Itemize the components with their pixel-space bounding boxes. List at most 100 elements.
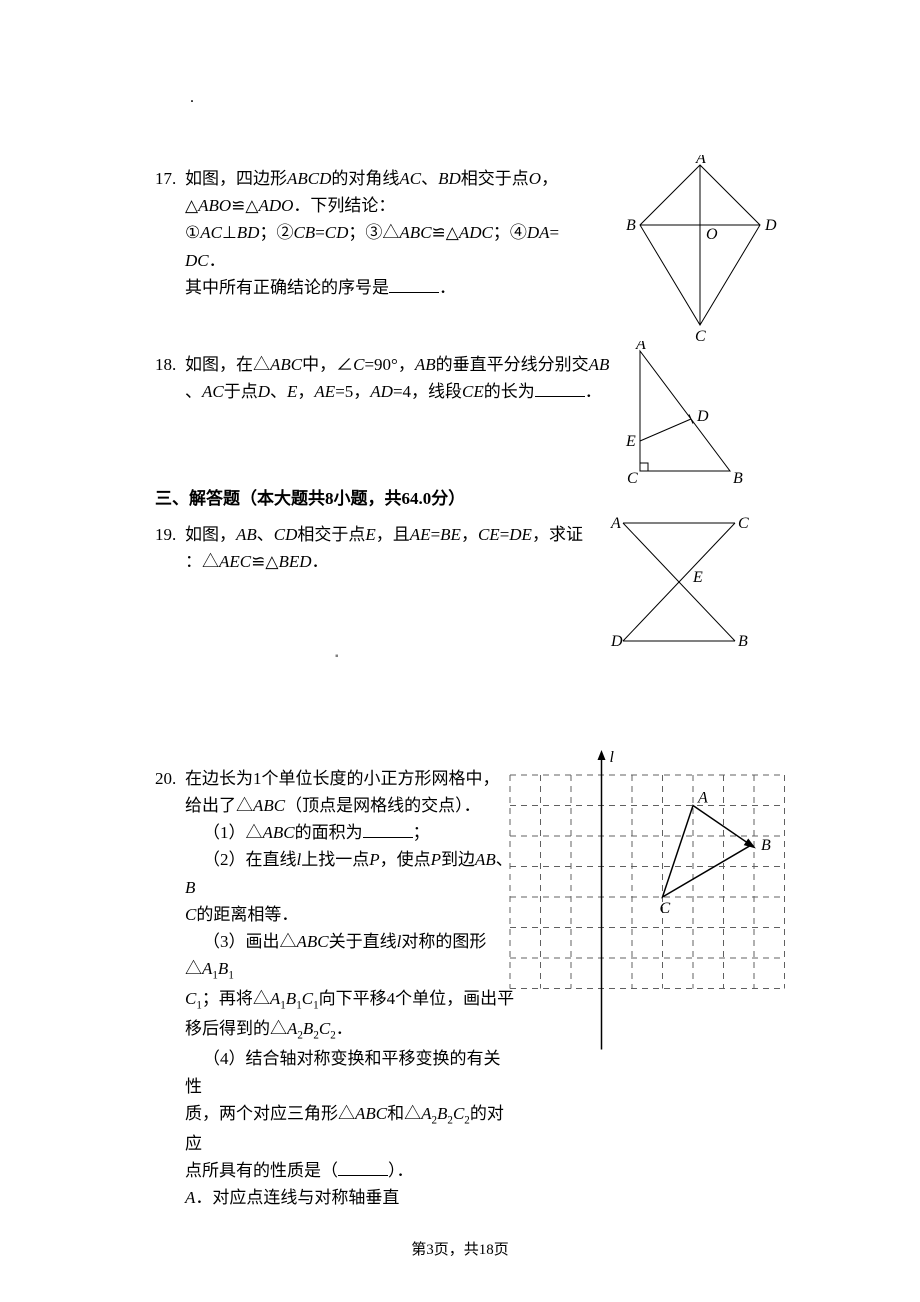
t: ，	[461, 525, 478, 544]
t: C	[319, 1019, 330, 1038]
t: B	[303, 1019, 313, 1038]
t: 关于直线	[329, 932, 397, 951]
t: P	[431, 850, 441, 869]
svg-text:E: E	[625, 433, 636, 450]
t: BD	[438, 169, 461, 188]
t: ，	[541, 169, 558, 188]
t: ABC	[270, 355, 302, 374]
svg-text:D: D	[764, 217, 777, 234]
svg-text:l: l	[610, 750, 615, 766]
t: B	[185, 878, 195, 897]
t: 的垂直平分线分别交	[436, 355, 589, 374]
problem-number: 18.	[155, 351, 185, 405]
problem-text: 如图，在△ABC中，∠C=90°，AB的垂直平分线分别交AB 、AC于点D、E，…	[185, 351, 635, 405]
marker-dot: ▪	[335, 649, 339, 665]
t: ；再将△	[202, 989, 270, 1008]
t: 的面积为	[295, 823, 363, 842]
t: D	[258, 382, 270, 401]
t: △	[185, 196, 198, 215]
t: AE	[410, 525, 431, 544]
t: AD	[370, 382, 393, 401]
svg-text:C: C	[627, 470, 638, 486]
grid-diagram: A B C l	[500, 750, 800, 1060]
crossing-diagram: A B C D E	[605, 511, 755, 656]
t: CB	[293, 223, 315, 242]
t: 和△	[387, 1104, 421, 1123]
page-footer: 第3页，共18页	[0, 1238, 920, 1262]
problem-number: 19.	[155, 521, 185, 575]
t: ABC	[263, 823, 295, 842]
t: （1）△ABC的面积为；	[185, 823, 430, 842]
t: AC	[202, 382, 224, 401]
t: ；②	[259, 223, 293, 242]
t: ABC	[355, 1104, 387, 1123]
t: 中，∠	[302, 355, 353, 374]
t: ；③△	[348, 223, 399, 242]
t: CE	[478, 525, 500, 544]
svg-text:A: A	[610, 515, 621, 532]
problem-text: 在边长为1个单位长度的小正方形网格中， 给出了△ABC（顶点是网格线的交点）． …	[185, 765, 515, 1212]
t: 的距离相等．	[196, 905, 298, 924]
t: （3）画出△	[203, 932, 297, 951]
svg-text:A: A	[695, 155, 706, 167]
problem-19: 19. 如图，AB、CD相交于点E，且AE=BE，CE=DE，求证 ：△AEC≌…	[155, 521, 765, 575]
figure-18: A B C D E	[615, 341, 745, 494]
t: O	[529, 169, 541, 188]
t: C	[185, 905, 196, 924]
blank-fill	[363, 821, 413, 838]
svg-text:B: B	[761, 837, 771, 854]
t: BED	[278, 552, 311, 571]
t: 移后得到的△	[185, 1019, 287, 1038]
triangle-diagram: A B C D E	[615, 341, 745, 486]
t: AEC	[219, 552, 251, 571]
t: 、	[257, 525, 274, 544]
t: （2）在直线l上找一点P，使点P到边AB、B	[185, 850, 513, 896]
t: ⊥	[222, 223, 237, 242]
section-3: 三、解答题（本大题共8小题，共64.0分） 19. 如图，AB、CD相交于点E，…	[155, 485, 765, 575]
t: AC	[200, 223, 222, 242]
t: 于点	[224, 382, 258, 401]
problem-17: 17. 如图，四边形ABCD的对角线AC、BD相交于点O， △ABO≌△ADO．…	[155, 165, 765, 301]
t: AE	[314, 382, 335, 401]
t: CE	[462, 382, 484, 401]
t: ．下列结论：	[293, 196, 395, 215]
t: 点所具有的性质是（	[185, 1161, 338, 1180]
figure-19: A B C D E	[605, 511, 755, 664]
t: AB	[589, 355, 610, 374]
t: ADC	[459, 223, 493, 242]
t: ．对应点连线与对称轴垂直	[195, 1188, 399, 1207]
t: P	[369, 850, 379, 869]
t: ；④	[493, 223, 527, 242]
t: =4，线段	[393, 382, 462, 401]
t: C	[353, 355, 364, 374]
t: ，使点	[380, 850, 431, 869]
t: ．	[311, 552, 328, 571]
problem-text: 如图，AB、CD相交于点E，且AE=BE，CE=DE，求证 ：△AEC≌△BED…	[185, 521, 605, 575]
t: （4）结合轴对称变换和平移变换的有关性	[185, 1049, 501, 1095]
t: AB	[236, 525, 257, 544]
t: ；	[413, 823, 430, 842]
t: =	[550, 223, 560, 242]
svg-text:A: A	[635, 341, 646, 353]
t: 相交于点	[297, 525, 365, 544]
t: A	[202, 959, 212, 978]
blank-fill	[535, 380, 585, 397]
t: =	[431, 525, 441, 544]
t: B	[437, 1104, 447, 1123]
t: ABC	[253, 796, 285, 815]
t: 的对角线	[331, 169, 399, 188]
t: E	[287, 382, 297, 401]
t: BE	[440, 525, 461, 544]
t: B	[286, 989, 296, 1008]
t: A	[270, 989, 280, 1008]
t: 的长为	[484, 382, 535, 401]
t: =90°，	[364, 355, 414, 374]
t: =5，	[335, 382, 370, 401]
t: 在边长为1个单位长度的小正方形网格中，	[185, 769, 500, 788]
problem-number: 20.	[155, 765, 185, 1212]
problem-number: 17.	[155, 165, 185, 301]
t: 如图，	[185, 525, 236, 544]
t: ：△	[185, 552, 219, 571]
blank-fill	[389, 276, 439, 293]
t: CD	[325, 223, 349, 242]
